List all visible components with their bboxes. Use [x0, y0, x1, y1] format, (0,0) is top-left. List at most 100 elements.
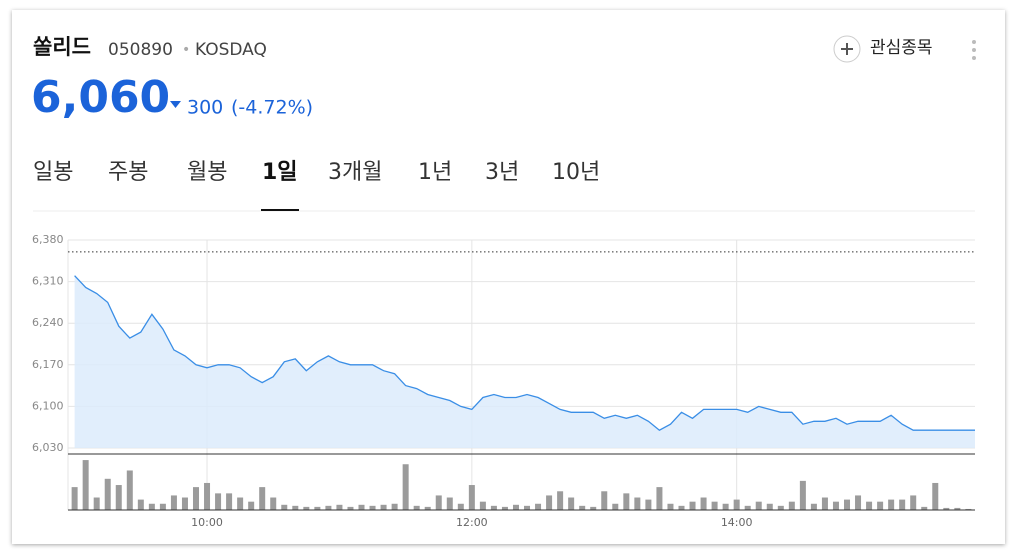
volume-bar [921, 506, 928, 510]
volume-bar [468, 485, 475, 510]
volume-bar [943, 507, 950, 510]
volume-bar [965, 508, 972, 510]
more-menu[interactable] [972, 40, 976, 60]
y-tick-label: 6,030 [32, 441, 64, 454]
volume-bar [501, 506, 508, 510]
volume-bar [689, 501, 696, 510]
tabs: 일봉 주봉 월봉 1일 3개월 1년 3년 10년 [33, 160, 600, 211]
watch-label[interactable]: 관심종목 [870, 38, 933, 58]
volume-bar [722, 503, 729, 510]
volume-bar [204, 482, 211, 510]
volume-bar [546, 495, 553, 510]
volume-bar [71, 487, 78, 510]
area-fill [74, 275, 976, 448]
volume-bar [645, 499, 652, 510]
volume-bar [832, 501, 839, 510]
volume-bar [446, 497, 453, 510]
volume-bar [303, 506, 310, 510]
volume-bar [888, 499, 895, 510]
volume-bar [479, 501, 486, 510]
volume-bar [126, 470, 133, 510]
volume-bar [524, 505, 531, 510]
volume-bar [104, 478, 111, 510]
y-tick-label: 6,100 [32, 399, 64, 412]
volume-bar [380, 504, 387, 510]
stock-code: 050890 [108, 40, 173, 60]
volume-bar [369, 505, 376, 510]
tab[interactable]: 3년 [485, 160, 519, 185]
volume-bar [821, 497, 828, 510]
volume-bar [137, 499, 144, 510]
y-tick-label: 6,170 [32, 358, 64, 371]
volume-bar [667, 503, 674, 510]
chart: 6,030 6,100 6,170 6,240 6,310 6,380 10:00 12:00… [32, 233, 976, 529]
volume-bar [766, 503, 773, 510]
volume-bar [866, 501, 873, 510]
price-line [74, 275, 975, 431]
tab[interactable]: 3개월 [328, 160, 382, 185]
volume-bar [579, 505, 586, 510]
volume-bar [248, 501, 255, 510]
volume-bar [788, 501, 795, 510]
volume-bar [192, 487, 199, 510]
volume-bar [656, 487, 663, 510]
tab[interactable]: 10년 [552, 160, 600, 185]
down-arrow [170, 101, 181, 108]
volume-bar [148, 503, 155, 510]
volume-bar [590, 506, 597, 510]
x-tick-label: 14:00 [721, 516, 753, 529]
plus [841, 43, 853, 55]
volume-bar [535, 503, 542, 510]
change-pct: (-4.72%) [231, 97, 313, 119]
volume-bar [82, 460, 89, 510]
volume-bar [215, 493, 222, 510]
y-tick-label: 6,380 [32, 233, 64, 246]
volume-bar [932, 482, 939, 510]
volume-bar [744, 505, 751, 510]
volume-bar [700, 497, 707, 510]
volume-bar [612, 503, 619, 510]
volume-bar [336, 504, 343, 510]
tab[interactable]: 주봉 [108, 160, 148, 185]
stock-name: 쏠리드 [33, 35, 91, 59]
volume-bar [424, 506, 431, 510]
volume-bar [877, 501, 884, 510]
volume-bar [755, 501, 762, 510]
tab[interactable]: 1년 [418, 160, 452, 185]
volume-bar [634, 497, 641, 510]
volume-bar [512, 504, 519, 510]
volume-bar [678, 505, 685, 510]
volume-bar [281, 504, 288, 510]
tab[interactable]: 일봉 [33, 160, 73, 185]
card [12, 10, 1005, 544]
volume-bar [325, 505, 332, 510]
volume-bar [810, 503, 817, 510]
watch-button[interactable]: 관심종목 [833, 35, 933, 63]
volume-bar [435, 495, 442, 510]
x-tick-label: 10:00 [191, 516, 223, 529]
market: KOSDAQ [195, 40, 267, 60]
volume-bar [314, 506, 321, 510]
volume-bar [259, 487, 266, 510]
tab[interactable]: 월봉 [187, 160, 227, 185]
volume-bar [115, 485, 122, 510]
volume-bar [413, 505, 420, 510]
separator: • [182, 42, 190, 58]
tab[interactable]: 1일 [262, 160, 298, 185]
volume-bar [623, 493, 630, 510]
x-tick-label: 12:00 [456, 516, 488, 529]
volume-bar [391, 503, 398, 510]
volume-bar [170, 495, 177, 510]
volume-bar [899, 499, 906, 510]
change: 300 [187, 97, 223, 119]
volume-bar [601, 491, 608, 510]
volume-bar [347, 506, 354, 510]
volume-bar [557, 491, 564, 510]
volume-bar [93, 497, 100, 510]
volume-bar [490, 505, 497, 510]
volume-bar [270, 497, 277, 510]
volume-bar [799, 480, 806, 510]
volume-bar [159, 503, 166, 510]
volume-bar [733, 499, 740, 510]
